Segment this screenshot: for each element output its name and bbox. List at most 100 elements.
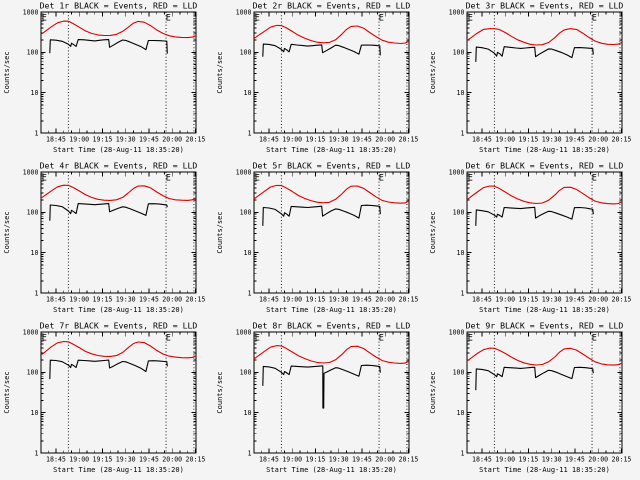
x-tick-label: 19:15	[93, 296, 113, 304]
y-tick-label: 10	[457, 409, 465, 417]
panel-title: Det 6r BLACK = Events, RED = LLD	[466, 161, 624, 171]
events-curve	[49, 203, 168, 221]
lld-curve	[466, 185, 623, 205]
y-tick-label: 100	[453, 369, 465, 377]
x-tick-label: 20:00	[375, 136, 395, 144]
y-tick-label: 1000	[449, 8, 465, 16]
y-tick-label: 100	[453, 49, 465, 57]
chart-det-7r: 18:45 19:00 19:15 19:30 19:45 20:00 20:15 1 10 10…	[3, 321, 205, 475]
y-tick-label: 1	[461, 289, 465, 297]
x-tick-label: 19:00	[282, 136, 302, 144]
y-tick-label: 1	[461, 449, 465, 457]
x-tick-label: 19:30	[329, 296, 349, 304]
x-tick-label: 19:45	[352, 296, 372, 304]
eclipse-marker-label: E	[379, 174, 384, 184]
x-axis-title: Start Time (28-Aug-11 18:35:20)	[266, 466, 397, 474]
x-tick-label: 18:45	[46, 456, 66, 464]
y-tick-label: 10	[31, 409, 39, 417]
plot-frame	[466, 11, 623, 134]
y-tick-label: 100	[27, 209, 39, 217]
x-tick-label: 19:00	[495, 136, 515, 144]
x-tick-label: 18:45	[472, 456, 492, 464]
x-tick-label: 20:15	[186, 296, 206, 304]
panel-title: Det 2r BLACK = Events, RED = LLD	[253, 1, 411, 11]
x-tick-label: 20:15	[399, 456, 419, 464]
x-tick-label: 19:30	[116, 296, 136, 304]
x-tick-label: 19:15	[519, 296, 539, 304]
panel-title: Det 7r BLACK = Events, RED = LLD	[40, 321, 198, 331]
x-tick-label: 19:15	[93, 456, 113, 464]
x-tick-label: 19:30	[542, 136, 562, 144]
lld-curve	[253, 345, 410, 364]
x-tick-label: 19:00	[282, 296, 302, 304]
x-axis-title: Start Time (28-Aug-11 18:35:20)	[53, 146, 184, 154]
panel-det-1r: 18:45 19:00 19:15 19:30 19:45 20:00 20:15 1 10 10…	[0, 0, 213, 160]
y-tick-label: 100	[240, 369, 252, 377]
events-curve	[262, 204, 381, 226]
events-curve	[475, 366, 594, 391]
chart-det-9r: 18:45 19:00 19:15 19:30 19:45 20:00 20:15 1 10 10…	[429, 321, 632, 475]
eclipse-marker-label: E	[42, 334, 47, 344]
plot-frame	[253, 11, 410, 134]
x-tick-label: 19:45	[139, 136, 159, 144]
events-curve	[262, 43, 381, 57]
x-tick-label: 20:15	[612, 456, 632, 464]
x-tick-label: 20:00	[375, 296, 395, 304]
x-tick-label: 19:15	[306, 136, 326, 144]
x-tick-label: 19:15	[519, 136, 539, 144]
x-tick-label: 18:45	[46, 136, 66, 144]
eclipse-marker-label: E	[255, 334, 260, 344]
x-tick-label: 20:15	[399, 296, 419, 304]
x-tick-label: 19:45	[139, 456, 159, 464]
x-tick-label: 19:45	[565, 136, 585, 144]
eclipse-marker-label: E	[468, 174, 473, 184]
y-tick-label: 1	[35, 129, 39, 137]
lld-curve	[253, 24, 410, 45]
lld-curve	[253, 184, 410, 204]
y-tick-label: 1	[461, 129, 465, 137]
eclipse-marker-label: E	[468, 14, 473, 24]
x-tick-label: 19:15	[306, 456, 326, 464]
x-tick-label: 19:45	[565, 456, 585, 464]
y-tick-label: 1	[248, 289, 252, 297]
chart-det-6r: 18:45 19:00 19:15 19:30 19:45 20:00 20:15 1 10 10…	[429, 161, 632, 315]
y-tick-label: 100	[27, 369, 39, 377]
chart-det-8r: 18:45 19:00 19:15 19:30 19:45 20:00 20:15 1 10 10…	[216, 321, 419, 475]
y-tick-label: 1000	[236, 168, 252, 176]
lld-curve	[466, 347, 623, 366]
plot-frame	[253, 171, 410, 294]
y-axis-title: Counts/sec	[429, 211, 437, 253]
x-tick-label: 19:30	[116, 456, 136, 464]
x-tick-label: 20:00	[162, 296, 182, 304]
plot-frame	[40, 11, 197, 134]
y-axis-title: Counts/sec	[216, 211, 224, 253]
eclipse-marker-label: E	[379, 14, 384, 24]
eclipse-marker-label: E	[42, 174, 47, 184]
x-tick-label: 20:15	[186, 136, 206, 144]
x-tick-label: 19:45	[565, 296, 585, 304]
eclipse-marker-label: E	[592, 174, 597, 184]
y-axis-title: Counts/sec	[216, 371, 224, 413]
panel-title: Det 4r BLACK = Events, RED = LLD	[40, 161, 198, 171]
y-tick-label: 1000	[449, 328, 465, 336]
x-tick-label: 20:00	[162, 456, 182, 464]
x-tick-label: 18:45	[46, 296, 66, 304]
eclipse-marker-label: E	[255, 14, 260, 24]
panel-det-9r: 18:45 19:00 19:15 19:30 19:45 20:00 20:15 1 10 10…	[426, 320, 640, 480]
x-tick-label: 18:45	[472, 136, 492, 144]
y-tick-label: 100	[240, 49, 252, 57]
x-tick-label: 20:00	[375, 456, 395, 464]
y-tick-label: 1000	[449, 168, 465, 176]
panel-title: Det 3r BLACK = Events, RED = LLD	[466, 1, 624, 11]
x-axis-title: Start Time (28-Aug-11 18:35:20)	[266, 146, 397, 154]
y-tick-label: 100	[240, 209, 252, 217]
chart-det-1r: 18:45 19:00 19:15 19:30 19:45 20:00 20:15 1 10 10…	[3, 1, 206, 155]
x-tick-label: 19:30	[542, 456, 562, 464]
x-tick-label: 20:15	[612, 296, 632, 304]
x-tick-label: 20:15	[399, 136, 419, 144]
chart-det-2r: 18:45 19:00 19:15 19:30 19:45 20:00 20:15 1 10 10…	[216, 1, 419, 155]
chart-det-4r: 18:45 19:00 19:15 19:30 19:45 20:00 20:15 1 10 10…	[3, 161, 206, 315]
eclipse-marker-label: E	[468, 334, 473, 344]
events-curve	[49, 359, 168, 380]
y-tick-label: 10	[244, 409, 252, 417]
